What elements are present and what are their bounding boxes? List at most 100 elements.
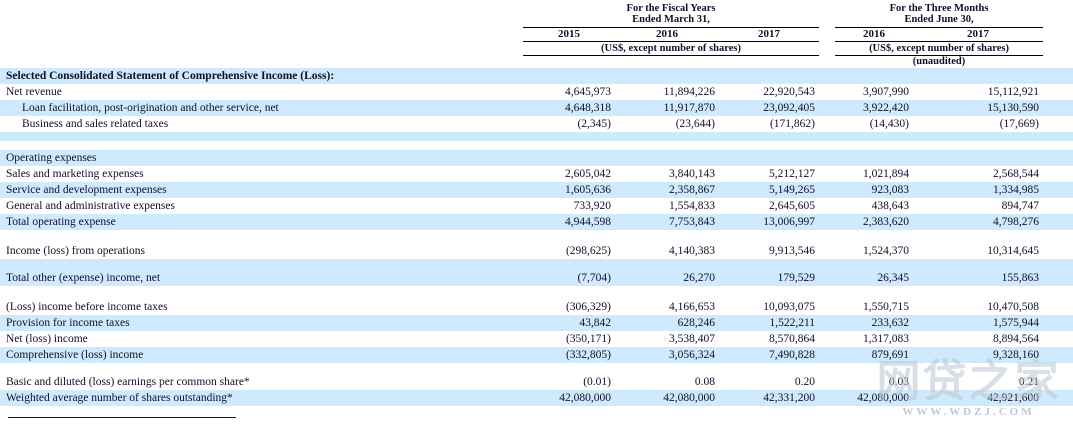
- watermark-url-text: WWW.WDZJ.COM: [902, 406, 1035, 418]
- cell-value: 7,753,843: [669, 216, 715, 228]
- cell-value: (0.01): [583, 376, 611, 388]
- trail-pad: [1043, 84, 1073, 100]
- cell-value: 4,645,973: [565, 86, 611, 98]
- cell-value: 1,021,894: [863, 168, 910, 180]
- cell-value: 10,314,645: [987, 245, 1040, 257]
- cell-value: (23,644): [675, 118, 715, 130]
- row-label: Sales and marketing expenses: [6, 168, 144, 180]
- cell-value: (17,669): [999, 118, 1040, 130]
- spacer-cell: [0, 141, 1073, 150]
- trail-pad: [1043, 299, 1073, 315]
- trail-pad: [1043, 270, 1073, 286]
- column-gap: [819, 214, 835, 230]
- cell-value: 3,840,143: [669, 168, 715, 180]
- column-gap: [819, 331, 835, 347]
- trail-pad: [1043, 347, 1073, 363]
- year-column-tm2016: 2016: [835, 27, 914, 42]
- column-gap: [819, 315, 835, 331]
- cell-value: 4,648,318: [565, 102, 611, 114]
- cell-value: 1,317,083: [863, 333, 910, 345]
- trail-pad: [1043, 28, 1073, 42]
- trail-pad: [1043, 100, 1073, 116]
- cell-value: (306,329): [565, 301, 611, 313]
- cell-value: 2,568,544: [993, 168, 1040, 180]
- column-gap: [819, 182, 835, 198]
- header-empty: [0, 56, 523, 69]
- comprehensive-income-table: For the Fiscal Years Ended March 31, For…: [0, 0, 1073, 406]
- trail-pad: [1043, 315, 1073, 331]
- spacer-row: [0, 363, 1073, 374]
- cell-value: 155,863: [1001, 272, 1040, 284]
- header-empty: [0, 42, 523, 56]
- header-years-row: 2015 2016 2017 2016 2017: [0, 27, 1073, 42]
- cell-value: 15,130,590: [987, 102, 1040, 114]
- cell-value: 3,056,324: [669, 349, 715, 361]
- cell-value: 0.03: [888, 376, 910, 388]
- column-gap: [819, 56, 835, 69]
- table-row: Operating expenses: [0, 150, 1073, 166]
- trail-pad: [1043, 198, 1073, 214]
- cell-value: 2,358,867: [669, 184, 715, 196]
- header-unaudited-row: (unaudited): [0, 56, 1073, 69]
- fiscal-years-title-line2: Ended March 31,: [632, 14, 710, 25]
- trail-pad: [1043, 166, 1073, 182]
- row-label: Basic and diluted (loss) earnings per co…: [6, 376, 250, 388]
- cell-value: 43,842: [579, 317, 611, 329]
- cell-value: 0.21: [1018, 376, 1040, 388]
- table-row: Net revenue 4,645,973 11,894,226 22,920,543…: [0, 84, 1073, 100]
- three-months-title-line2: Ended June 30,: [904, 14, 974, 25]
- cell-value: 1,554,833: [669, 200, 715, 212]
- column-gap: [819, 243, 835, 259]
- cell-value: [835, 68, 913, 84]
- row-label: Income (loss) from operations: [6, 245, 145, 257]
- cell-value: 7,490,828: [769, 349, 816, 361]
- cell-value: 8,570,864: [769, 333, 816, 345]
- cell-value: (298,625): [565, 245, 611, 257]
- table-row: (Loss) income before income taxes (306,32…: [0, 299, 1073, 315]
- trail-pad: [1043, 68, 1073, 84]
- cell-value: 2,383,620: [863, 216, 910, 228]
- cell-value: (2,345): [577, 118, 611, 130]
- table-row: Income (loss) from operations (298,625) 4,…: [0, 243, 1073, 259]
- table-row: Loan facilitation, post-origination and …: [0, 100, 1073, 116]
- table-header: For the Fiscal Years Ended March 31, For…: [0, 0, 1073, 68]
- cell-value: 233,632: [871, 317, 910, 329]
- cell-value: 42,921,600: [987, 392, 1040, 404]
- table-row: Provision for income taxes 43,842 628,246 1…: [0, 315, 1073, 331]
- cell-value: 2,605,042: [565, 168, 611, 180]
- spacer-row: [0, 230, 1073, 243]
- spacer-cell: [0, 230, 1073, 243]
- table-row: Business and sales related taxes (2,345) (…: [0, 116, 1073, 132]
- cell-value: 1,575,944: [993, 317, 1040, 329]
- table-row: Comprehensive (loss) income (332,805) 3,05…: [0, 347, 1073, 363]
- spacer-cell: [0, 286, 1073, 299]
- year-column-fy2017: 2017: [719, 27, 820, 42]
- column-gap: [819, 100, 835, 116]
- cell-value: 733,920: [573, 200, 611, 212]
- spacer-cell: [0, 132, 1073, 141]
- spacer-row: [0, 141, 1073, 150]
- row-label: Net (loss) income: [6, 333, 88, 345]
- cell-value: 42,080,000: [857, 392, 910, 404]
- column-gap: [819, 150, 835, 166]
- cell-value: [615, 68, 719, 84]
- cell-value: [719, 68, 819, 84]
- column-gap: [819, 42, 835, 56]
- table-row: Net (loss) income (350,171) 3,538,407 8,570…: [0, 331, 1073, 347]
- cell-value: [523, 68, 615, 84]
- table-row: General and administrative expenses 733,9…: [0, 198, 1073, 214]
- cell-value: 42,331,200: [763, 392, 816, 404]
- row-label: Service and development expenses: [6, 184, 167, 196]
- column-gap: [819, 299, 835, 315]
- cell-value: 438,643: [871, 200, 910, 212]
- column-gap: [819, 166, 835, 182]
- cell-value: 9,913,546: [769, 245, 816, 257]
- cell-value: 1,605,636: [565, 184, 611, 196]
- cell-value: 5,212,127: [769, 168, 816, 180]
- cell-value: 179,529: [777, 272, 816, 284]
- trail-pad: [1043, 374, 1073, 390]
- table-row: Sales and marketing expenses 2,605,042 3,8…: [0, 166, 1073, 182]
- cell-value: 26,270: [683, 272, 715, 284]
- table-row: Total operating expense 4,944,598 7,753,84…: [0, 214, 1073, 230]
